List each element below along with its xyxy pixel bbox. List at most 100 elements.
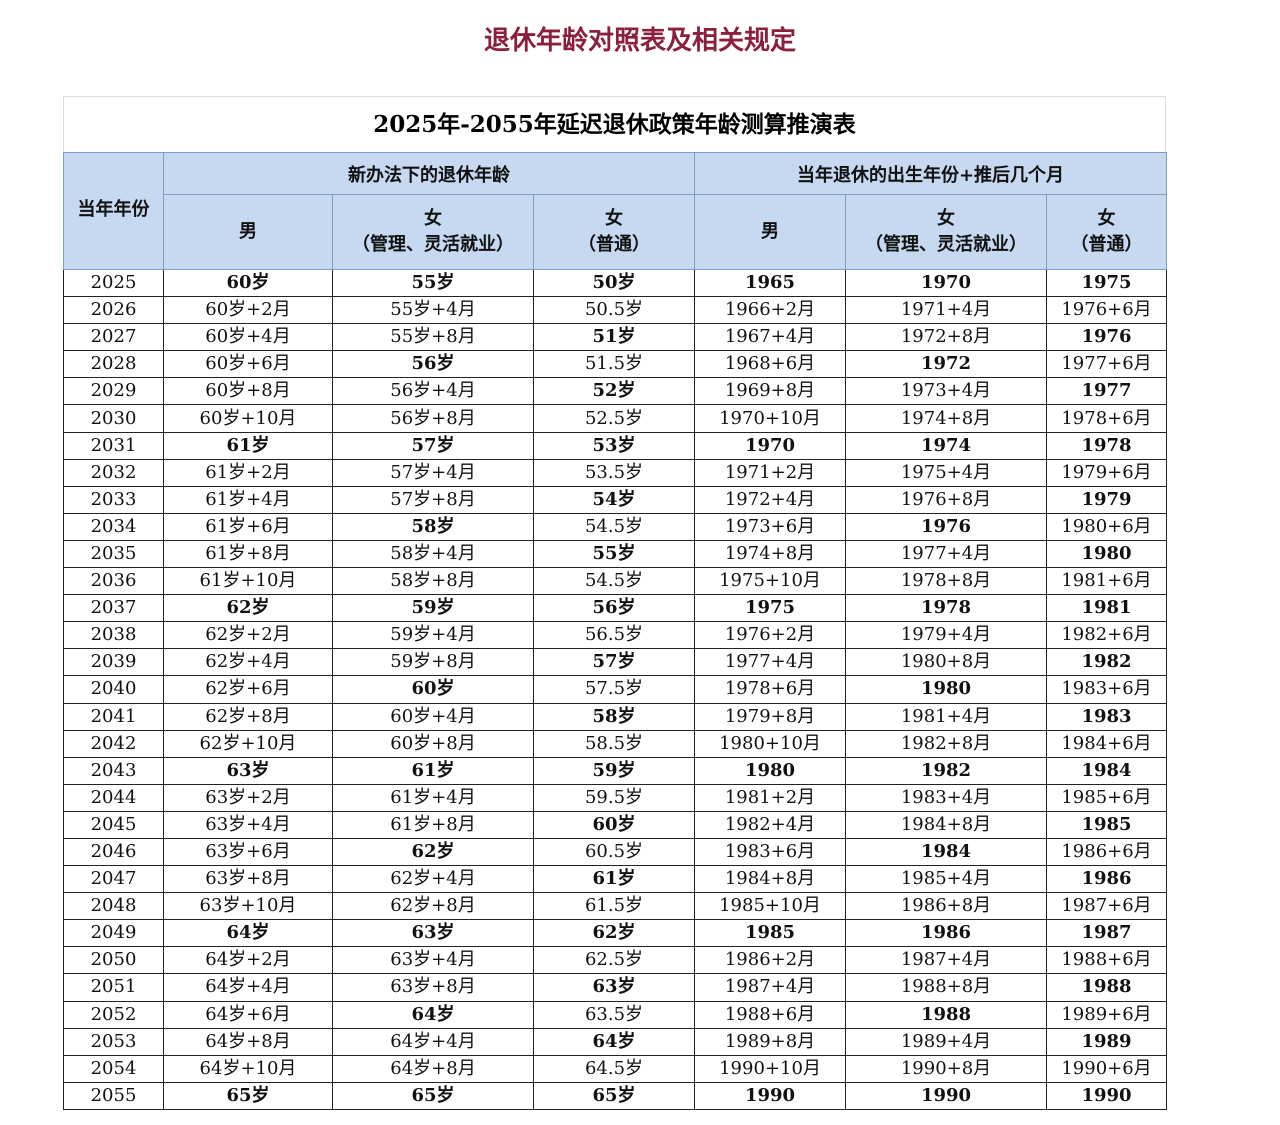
value-cell: 1977+4月 (694, 648, 847, 677)
table-row: 2033 61岁+4月 57岁+8月 54岁 1972+4月 1976+8月 1979 (63, 485, 1168, 514)
value-cell: 1972 (845, 350, 1048, 379)
value-cell: 1977 (1046, 377, 1168, 406)
table-row: 2035 61岁+8月 58岁+4月 55岁 1974+8月 1977+4月 1980 (63, 539, 1168, 569)
sub-header: 女 （管理、灵活就业） (845, 194, 1048, 270)
sub-header-line: （管理、灵活就业） (865, 234, 1028, 255)
sub-header-line: 男 (239, 221, 257, 242)
value-cell: 62岁 (532, 919, 696, 948)
year-cell: 2045 (63, 810, 164, 839)
value-cell: 64岁+2月 (163, 946, 333, 975)
value-cell: 63岁 (532, 973, 696, 1002)
value-cell: 1979 (1046, 485, 1168, 514)
value-cell: 51岁 (532, 323, 696, 352)
table-row: 2037 62岁 59岁 56岁 1975 1978 1981 (63, 594, 1168, 623)
value-cell: 61岁 (332, 756, 534, 785)
value-cell: 65岁 (163, 1081, 333, 1110)
value-cell: 54岁 (532, 485, 696, 514)
value-cell: 1990+8月 (845, 1054, 1048, 1083)
value-cell: 65岁 (532, 1081, 696, 1110)
sub-header-line: 女 (605, 208, 623, 229)
year-cell: 2049 (63, 919, 164, 948)
value-cell: 1967+4月 (694, 323, 847, 352)
year-cell: 2031 (63, 431, 164, 460)
value-cell: 61岁+4月 (163, 485, 333, 514)
year-cell: 2026 (63, 296, 164, 325)
year-cell: 2036 (63, 567, 164, 596)
value-cell: 57岁+4月 (332, 458, 534, 487)
table-row: 2044 63岁+2月 61岁+4月 59.5岁 1981+2月 1983+4月 1985+… (63, 783, 1168, 812)
value-cell: 1988+6月 (694, 1000, 847, 1029)
year-cell: 2039 (63, 648, 164, 677)
value-cell: 63岁+10月 (163, 892, 333, 921)
value-cell: 57岁 (532, 648, 696, 677)
table-row: 2053 64岁+8月 64岁+4月 64岁 1989+8月 1989+4月 1989 (63, 1027, 1168, 1056)
table-row: 2042 62岁+10月 60岁+8月 58.5岁 1980+10月 1982+8月 198… (63, 729, 1168, 758)
value-cell: 1983+6月 (1046, 675, 1168, 704)
value-cell: 1982+8月 (845, 729, 1048, 758)
value-cell: 1985+4月 (845, 865, 1048, 894)
table-row: 2047 63岁+8月 62岁+4月 61岁 1984+8月 1985+4月 1986 (63, 865, 1168, 894)
sub-header-line: 男 (761, 221, 780, 242)
value-cell: 1984+8月 (694, 865, 847, 894)
value-cell: 1978 (1046, 431, 1168, 460)
value-cell: 1985 (1046, 810, 1168, 839)
value-cell: 1966+2月 (694, 296, 847, 325)
value-cell: 62岁+6月 (163, 675, 333, 704)
value-cell: 50岁 (532, 268, 696, 298)
year-cell: 2037 (63, 594, 164, 623)
value-cell: 63岁+2月 (163, 783, 333, 812)
value-cell: 1986 (1046, 865, 1168, 894)
value-cell: 1978+6月 (1046, 404, 1168, 433)
value-cell: 63岁+6月 (163, 837, 333, 867)
value-cell: 54.5岁 (532, 512, 696, 541)
table-row: 2032 61岁+2月 57岁+4月 53.5岁 1971+2月 1975+4月 1979+… (63, 458, 1168, 487)
group-header: 新办法下的退休年龄 (162, 152, 696, 195)
value-cell: 56.5岁 (532, 621, 696, 650)
value-cell: 1981+4月 (845, 702, 1048, 731)
value-cell: 64岁 (532, 1027, 696, 1056)
table-row: 2031 61岁 57岁 53岁 1970 1974 1978 (63, 431, 1168, 460)
sub-header-line: 女 (424, 208, 442, 229)
value-cell: 62岁+10月 (163, 729, 333, 758)
value-cell: 63岁 (163, 756, 333, 785)
value-cell: 1987+4月 (845, 946, 1048, 975)
value-cell: 1988 (1046, 973, 1168, 1002)
value-cell: 1989+4月 (845, 1027, 1048, 1056)
value-cell: 1974 (845, 431, 1048, 460)
value-cell: 1978 (845, 594, 1048, 623)
value-cell: 1988+8月 (845, 973, 1048, 1002)
year-cell: 2052 (63, 1000, 164, 1029)
year-cell: 2030 (63, 404, 164, 433)
sub-header-line: （普通） (578, 234, 650, 255)
value-cell: 62岁 (163, 594, 333, 623)
year-cell: 2048 (63, 892, 164, 921)
value-cell: 1988+6月 (1046, 946, 1168, 975)
value-cell: 1987+4月 (694, 973, 847, 1002)
value-cell: 55岁 (332, 268, 534, 298)
year-cell: 2055 (63, 1081, 164, 1110)
value-cell: 60岁 (163, 268, 333, 298)
value-cell: 1986+8月 (845, 892, 1048, 921)
value-cell: 1982+4月 (694, 810, 847, 839)
value-cell: 56岁+4月 (332, 377, 534, 406)
value-cell: 64岁+4月 (332, 1027, 534, 1056)
value-cell: 1978+8月 (845, 567, 1048, 596)
table-row: 2045 63岁+4月 61岁+8月 60岁 1982+4月 1984+8月 1985 (63, 810, 1168, 839)
value-cell: 1969+8月 (694, 377, 847, 406)
table-row: 2025 60岁 55岁 50岁 1965 1970 1975 (63, 268, 1168, 298)
sub-header: 女 （普通） (532, 194, 696, 270)
value-cell: 60岁+8月 (163, 377, 333, 406)
value-cell: 62.5岁 (532, 946, 696, 975)
value-cell: 1981+2月 (694, 783, 847, 812)
value-cell: 53岁 (532, 431, 696, 460)
value-cell: 1968+6月 (694, 350, 847, 379)
value-cell: 62岁+2月 (163, 621, 333, 650)
value-cell: 60.5岁 (532, 837, 696, 867)
year-cell: 2035 (63, 539, 164, 569)
value-cell: 61岁+2月 (163, 458, 333, 487)
year-cell: 2028 (63, 350, 164, 379)
value-cell: 1974+8月 (694, 539, 847, 569)
value-cell: 52岁 (532, 377, 696, 406)
sub-header-line: 女 (1097, 208, 1116, 229)
